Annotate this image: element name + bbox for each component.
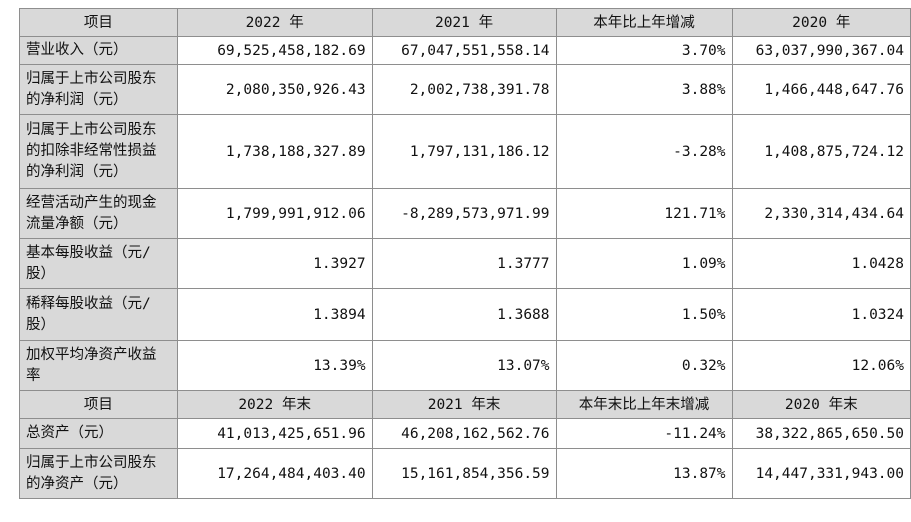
- value-change: -11.24%: [555, 418, 733, 449]
- value-2020: 14,447,331,943.00: [731, 448, 911, 499]
- value-2020: 12.06%: [731, 340, 911, 391]
- value-2020: 1.0428: [731, 238, 911, 289]
- value-change: 121.71%: [555, 188, 733, 239]
- table-row: 稀释每股收益（元/股） 1.3894 1.3688 1.50% 1.0324: [19, 288, 911, 341]
- header-2021: 2021 年: [371, 8, 557, 37]
- value-2021: 13.07%: [371, 340, 557, 391]
- value-2021: 2,002,738,391.78: [371, 64, 557, 115]
- row-label: 营业收入（元）: [19, 36, 178, 65]
- value-change: 1.50%: [555, 288, 733, 341]
- header-2022: 2022 年: [176, 8, 373, 37]
- value-2022: 69,525,458,182.69: [176, 36, 373, 65]
- value-2021: 46,208,162,562.76: [371, 418, 557, 449]
- header-item: 项目: [19, 8, 178, 37]
- row-label: 归属于上市公司股东的净资产（元）: [19, 448, 178, 499]
- value-2022: 13.39%: [176, 340, 373, 391]
- header-2022-end: 2022 年末: [176, 390, 373, 419]
- value-2022: 41,013,425,651.96: [176, 418, 373, 449]
- value-2022: 1.3927: [176, 238, 373, 289]
- value-2020: 63,037,990,367.04: [731, 36, 911, 65]
- row-label: 归属于上市公司股东的扣除非经常性损益的净利润（元）: [19, 114, 178, 189]
- table-row: 归属于上市公司股东的扣除非经常性损益的净利润（元） 1,738,188,327.…: [19, 114, 911, 189]
- value-2021: 15,161,854,356.59: [371, 448, 557, 499]
- value-2021: 1,797,131,186.12: [371, 114, 557, 189]
- header-change: 本年比上年增减: [555, 8, 733, 37]
- table-row: 基本每股收益（元/股） 1.3927 1.3777 1.09% 1.0428: [19, 238, 911, 289]
- value-2021: 1.3777: [371, 238, 557, 289]
- table-row: 归属于上市公司股东的净资产（元） 17,264,484,403.40 15,16…: [19, 448, 911, 499]
- row-label: 归属于上市公司股东的净利润（元）: [19, 64, 178, 115]
- value-change: 13.87%: [555, 448, 733, 499]
- financial-summary-table: 项目 2022 年 2021 年 本年比上年增减 2020 年 营业收入（元） …: [19, 8, 911, 499]
- financial-table-container: 项目 2022 年 2021 年 本年比上年增减 2020 年 营业收入（元） …: [19, 8, 911, 499]
- row-label: 总资产（元）: [19, 418, 178, 449]
- row-label: 经营活动产生的现金流量净额（元）: [19, 188, 178, 239]
- table-row: 经营活动产生的现金流量净额（元） 1,799,991,912.06 -8,289…: [19, 188, 911, 239]
- header-item: 项目: [19, 390, 178, 419]
- row-label: 稀释每股收益（元/股）: [19, 288, 178, 341]
- value-2021: -8,289,573,971.99: [371, 188, 557, 239]
- value-2020: 2,330,314,434.64: [731, 188, 911, 239]
- header-2020-end: 2020 年末: [731, 390, 911, 419]
- value-2020: 1,408,875,724.12: [731, 114, 911, 189]
- table-row: 加权平均净资产收益率 13.39% 13.07% 0.32% 12.06%: [19, 340, 911, 391]
- value-change: 1.09%: [555, 238, 733, 289]
- table-row: 总资产（元） 41,013,425,651.96 46,208,162,562.…: [19, 418, 911, 449]
- value-2022: 1,799,991,912.06: [176, 188, 373, 239]
- header-2021-end: 2021 年末: [371, 390, 557, 419]
- value-2022: 17,264,484,403.40: [176, 448, 373, 499]
- value-2021: 1.3688: [371, 288, 557, 341]
- value-2021: 67,047,551,558.14: [371, 36, 557, 65]
- header-2020: 2020 年: [731, 8, 911, 37]
- row-label: 加权平均净资产收益率: [19, 340, 178, 391]
- value-change: 3.70%: [555, 36, 733, 65]
- table-row: 归属于上市公司股东的净利润（元） 2,080,350,926.43 2,002,…: [19, 64, 911, 115]
- value-2022: 1.3894: [176, 288, 373, 341]
- value-change: -3.28%: [555, 114, 733, 189]
- row-label: 基本每股收益（元/股）: [19, 238, 178, 289]
- header-row-2: 项目 2022 年末 2021 年末 本年末比上年末增减 2020 年末: [19, 390, 911, 419]
- value-2020: 1,466,448,647.76: [731, 64, 911, 115]
- value-2020: 38,322,865,650.50: [731, 418, 911, 449]
- value-2022: 1,738,188,327.89: [176, 114, 373, 189]
- value-2020: 1.0324: [731, 288, 911, 341]
- value-2022: 2,080,350,926.43: [176, 64, 373, 115]
- value-change: 3.88%: [555, 64, 733, 115]
- value-change: 0.32%: [555, 340, 733, 391]
- header-change-end: 本年末比上年末增减: [555, 390, 733, 419]
- table-row: 营业收入（元） 69,525,458,182.69 67,047,551,558…: [19, 36, 911, 65]
- header-row-1: 项目 2022 年 2021 年 本年比上年增减 2020 年: [19, 8, 911, 37]
